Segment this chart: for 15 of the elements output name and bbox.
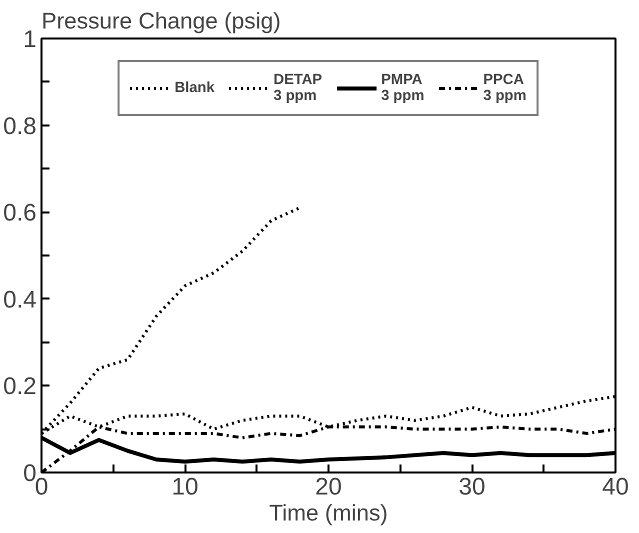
x-tick-label: 30	[458, 474, 486, 500]
legend-label: DETAP 3 ppm	[273, 72, 322, 104]
y-tick-label: 0.2	[3, 373, 37, 400]
legend-label: Blank	[174, 80, 214, 96]
y-tick-label: 1	[23, 26, 37, 53]
x-tick-label: 20	[315, 474, 342, 500]
x-tick-label: 10	[172, 474, 198, 500]
y-tick-label: 0.8	[3, 112, 37, 140]
y-axis-title: Pressure Change (psig)	[42, 8, 281, 34]
legend-label: PMPA 3 ppm	[381, 72, 424, 104]
legend-label: PPCA 3 ppm	[483, 72, 526, 104]
y-tick-label: 0.4	[3, 286, 37, 314]
x-axis-title: Time (mins)	[269, 500, 388, 526]
y-tick-label: 0.6	[3, 200, 37, 227]
x-tick-label: 40	[602, 474, 629, 500]
